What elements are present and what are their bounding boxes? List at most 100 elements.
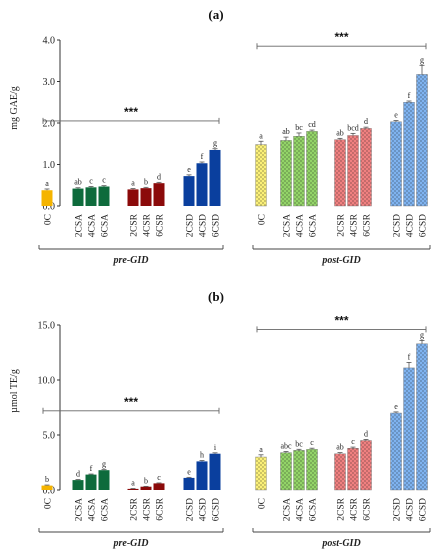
bar-post-4CSA: [293, 450, 305, 491]
category-label: 6CSD: [212, 498, 222, 521]
bars-b: b 0C d 2CSA f 4CSA g 6CSA a 2CSR b 4CSR c 6CSR e 2CSD h 4…: [38, 313, 431, 549]
significance-letter: a: [131, 479, 135, 488]
category-label: 0C: [258, 498, 268, 509]
significance-letter: ab: [282, 127, 290, 136]
category-label: 0C: [258, 214, 268, 225]
bar-pre-2CSR: [127, 189, 139, 206]
category-label: 2CSR: [130, 213, 140, 236]
category-label: 4CSR: [350, 213, 360, 236]
significance-letter: a: [259, 445, 263, 454]
significance-stars: ***: [124, 395, 138, 409]
category-label: 2CSD: [186, 498, 196, 521]
significance-stars: ***: [334, 313, 348, 327]
bar-pre-2CSR: [127, 488, 139, 490]
category-label: 4CSD: [406, 214, 416, 237]
significance-letter: e: [394, 402, 398, 411]
y-tick-label: 5.0: [43, 431, 56, 442]
category-label: 6CSD: [419, 214, 429, 237]
significance-letter: c: [157, 473, 161, 482]
significance-letter: a: [131, 179, 135, 188]
group-label: pre-GID: [113, 255, 149, 266]
bar-pre-4CSD: [196, 163, 208, 206]
y-tick-label: 0.0: [43, 486, 56, 497]
bar-post-2CSD: [390, 121, 402, 207]
bar-pre-0C: [41, 190, 53, 206]
category-label: 4CSD: [199, 214, 209, 237]
group-label: pre-GID: [113, 538, 149, 549]
significance-letter: d: [76, 470, 80, 479]
y-tick-label: 0.0: [43, 202, 56, 213]
bar-post-4CSD: [403, 102, 415, 207]
bar-pre-6CSD: [209, 453, 221, 490]
significance-letter: i: [214, 443, 217, 452]
bar-post-4CSA: [293, 136, 305, 207]
y-tick-label: 10.0: [38, 376, 56, 387]
y-tick-label: 3.0: [43, 77, 56, 88]
bar-post-2CSR: [334, 139, 346, 207]
significance-letter: g: [420, 330, 424, 339]
panel-label-a: (a): [208, 7, 223, 22]
significance-letter: g: [213, 139, 217, 148]
bar-pre-2CSD: [183, 477, 195, 490]
significance-letter: c: [310, 438, 314, 447]
category-label: 6CSA: [309, 214, 319, 237]
bars-a: a 0C ab 2CSA c 4CSA c 6CSA a 2CSR b 4CSR d 6CSR e 2CSD f…: [38, 30, 431, 266]
y-tick-label: 2.0: [43, 119, 56, 130]
bar-post-6CSR: [360, 128, 372, 207]
panel-label-b: (b): [208, 289, 224, 304]
significance-letter: cd: [308, 120, 316, 129]
y-axis-title-b: µmol TE/g: [9, 369, 20, 413]
significance-stars: ***: [334, 30, 348, 44]
y-tick-label: 4.0: [43, 36, 56, 47]
bar-post-6CSD: [416, 343, 428, 491]
category-label: 4CSR: [143, 497, 153, 520]
category-label: 2CSD: [393, 498, 403, 521]
category-label: 2CSD: [186, 214, 196, 237]
category-label: 6CSR: [363, 213, 373, 236]
category-label: 2CSR: [337, 497, 347, 520]
bar-pre-4CSA: [85, 474, 97, 490]
bar-pre-4CSD: [196, 461, 208, 490]
significance-letter: f: [408, 352, 411, 361]
category-label: 2CSA: [283, 498, 293, 521]
significance-letter: bc: [295, 123, 303, 132]
category-label: 6CSR: [156, 497, 166, 520]
bar-post-2CSA: [280, 452, 292, 491]
category-label: 4CSA: [88, 214, 98, 237]
bar-pre-4CSR: [140, 486, 152, 490]
bar-pre-0C: [41, 485, 53, 490]
significance-letter: f: [201, 152, 204, 161]
bar-post-6CSA: [306, 131, 318, 207]
category-label: 4CSD: [199, 498, 209, 521]
significance-letter: h: [200, 451, 204, 460]
significance-letter: ab: [336, 128, 344, 137]
bar-post-4CSR: [347, 448, 359, 491]
significance-letter: e: [187, 165, 191, 174]
category-label: 0C: [44, 498, 54, 509]
category-label: 4CSR: [143, 213, 153, 236]
category-label: 6CSA: [101, 498, 111, 521]
significance-letter: abc: [280, 442, 292, 451]
bar-pre-6CSR: [153, 183, 165, 206]
category-label: 4CSD: [406, 498, 416, 521]
bar-pre-6CSD: [209, 149, 221, 206]
category-label: 2CSA: [75, 214, 85, 237]
bar-post-0C: [255, 456, 267, 491]
significance-letter: c: [102, 176, 106, 185]
category-label: 6CSA: [101, 214, 111, 237]
category-label: 2CSD: [393, 214, 403, 237]
significance-letter: e: [187, 467, 191, 476]
bar-pre-2CSA: [72, 480, 84, 490]
category-label: 6CSR: [156, 213, 166, 236]
y-tick-label: 1.0: [43, 160, 56, 171]
category-label: 6CSD: [419, 498, 429, 521]
significance-letter: ab: [74, 178, 82, 187]
bar-post-6CSA: [306, 449, 318, 491]
significance-letter: f: [90, 464, 93, 473]
category-label: 2CSR: [337, 213, 347, 236]
category-label: 6CSR: [363, 497, 373, 520]
category-label: 6CSA: [309, 498, 319, 521]
group-label: post-GID: [321, 255, 360, 266]
significance-letter: b: [45, 475, 49, 484]
category-label: 0C: [44, 214, 54, 225]
